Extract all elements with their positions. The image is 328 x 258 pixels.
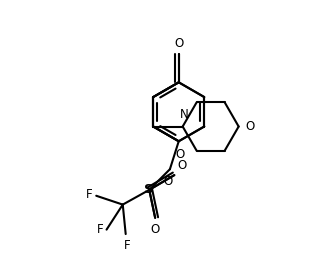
Text: O: O xyxy=(151,223,160,236)
Text: O: O xyxy=(175,148,185,161)
Text: F: F xyxy=(86,188,93,201)
Text: O: O xyxy=(174,37,183,50)
Text: O: O xyxy=(164,175,173,188)
Text: F: F xyxy=(96,223,103,236)
Text: O: O xyxy=(245,120,255,133)
Text: O: O xyxy=(177,159,187,172)
Text: S: S xyxy=(144,183,154,196)
Text: N: N xyxy=(180,108,189,121)
Text: F: F xyxy=(124,239,131,252)
